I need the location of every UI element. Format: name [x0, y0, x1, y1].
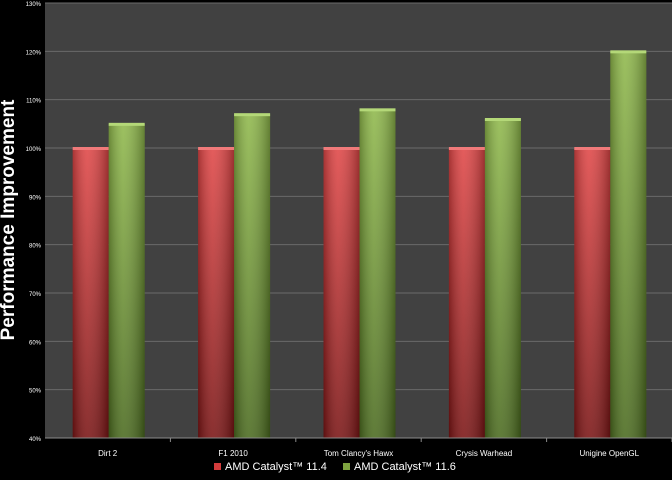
bar-shading: [198, 148, 235, 438]
legend: AMD Catalyst™ 11.4 AMD Catalyst™ 11.6: [214, 461, 456, 473]
bar-top-highlight: [448, 147, 485, 150]
bars: [72, 50, 647, 439]
bar-shading: [323, 148, 360, 438]
bar-top-highlight: [234, 113, 271, 117]
bar-top-highlight: [108, 122, 145, 126]
y-tick-label: 100%: [26, 147, 42, 153]
x-tick-label: Dirt 2: [98, 449, 118, 458]
bar-shading: [610, 51, 647, 438]
bar-shading: [448, 148, 485, 438]
y-tick-label: 90%: [29, 195, 42, 201]
x-tick-label: Unigine OpenGL: [580, 449, 640, 458]
y-tick-label: 130%: [26, 2, 42, 8]
bar-top-highlight: [484, 118, 521, 121]
x-axis-ticks: Dirt 2 F1 2010 Tom Clancy's Hawx Crysis War…: [98, 438, 672, 458]
bar-shading: [359, 109, 396, 438]
y-axis-ticks: 40% 50% 60% 70% 80% 90% 100% 110% 120% 130%: [26, 2, 42, 443]
y-tick-label: 60%: [29, 340, 42, 346]
bar-shading: [574, 148, 611, 438]
legend-swatch-11-4: [214, 463, 221, 470]
bar-top-highlight: [574, 147, 611, 150]
x-tick-label: Tom Clancy's Hawx: [324, 449, 394, 458]
y-tick-label: 80%: [29, 244, 42, 250]
legend-label-11-6: AMD Catalyst™ 11.6: [354, 461, 456, 473]
x-tick-label: Crysis Warhead: [456, 449, 513, 458]
bar-top-highlight: [323, 147, 360, 150]
y-tick-label: 70%: [29, 292, 42, 298]
bar-top-highlight: [72, 147, 109, 150]
legend-label-11-4: AMD Catalyst™ 11.4: [225, 461, 327, 473]
y-tick-label: 40%: [29, 437, 42, 443]
bar-shading: [484, 119, 521, 438]
y-axis-label: Performance Improvement: [0, 99, 19, 340]
bar-top-highlight: [610, 50, 647, 54]
legend-swatch-11-6: [343, 463, 350, 470]
y-tick-label: 50%: [29, 389, 42, 395]
bar-shading: [108, 123, 145, 438]
y-tick-label: 110%: [26, 99, 42, 105]
bar-top-highlight: [359, 108, 396, 112]
bar-shading: [72, 148, 109, 438]
bar-top-highlight: [198, 147, 235, 150]
x-tick-label: F1 2010: [218, 449, 248, 458]
bar-shading: [234, 114, 271, 439]
y-tick-label: 120%: [26, 50, 42, 56]
